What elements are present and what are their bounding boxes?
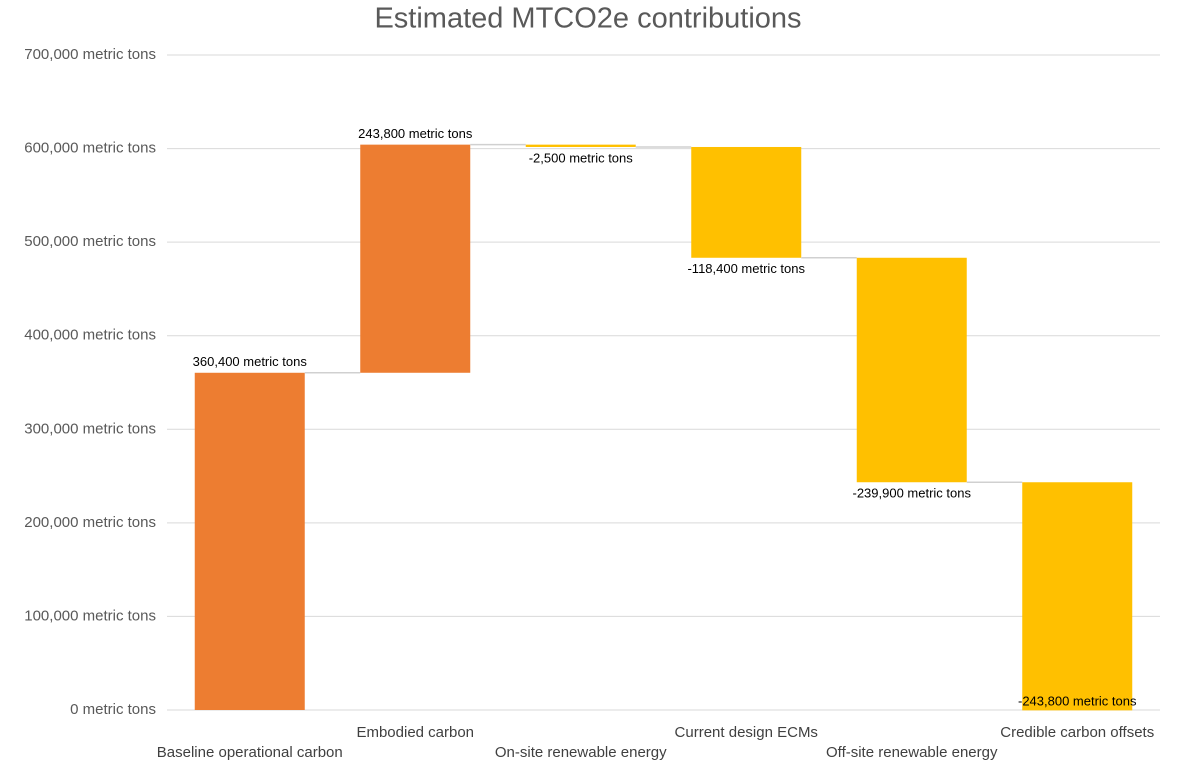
bar	[194, 372, 305, 710]
value-label: -243,800 metric tons	[1018, 693, 1137, 708]
y-tick-label: 200,000 metric tons	[24, 514, 156, 531]
y-tick-label: 300,000 metric tons	[24, 420, 156, 437]
value-label: 243,800 metric tons	[358, 126, 473, 141]
x-tick-label: Off-site renewable energy	[826, 744, 998, 761]
value-label: -2,500 metric tons	[529, 150, 634, 165]
bar	[525, 144, 636, 147]
x-tick-label: Embodied carbon	[356, 724, 474, 741]
value-label: -118,400 metric tons	[687, 261, 805, 276]
value-label: -239,900 metric tons	[852, 486, 971, 501]
x-tick-label: On-site renewable energy	[495, 744, 667, 761]
value-label: 360,400 metric tons	[193, 354, 308, 369]
x-tick-label: Current design ECMs	[675, 724, 818, 741]
x-tick-label: Credible carbon offsets	[1000, 724, 1154, 741]
chart-title: Estimated MTCO2e contributions	[374, 3, 801, 35]
bar	[360, 144, 471, 373]
y-tick-label: 0 metric tons	[70, 701, 156, 718]
y-tick-label: 100,000 metric tons	[24, 607, 156, 624]
y-tick-label: 600,000 metric tons	[24, 140, 156, 157]
y-tick-label: 500,000 metric tons	[24, 233, 156, 250]
bar	[691, 146, 802, 258]
y-tick-label: 700,000 metric tons	[24, 46, 156, 63]
bar	[856, 257, 967, 483]
y-tick-label: 400,000 metric tons	[24, 327, 156, 344]
bar	[1022, 482, 1133, 711]
x-tick-label: Baseline operational carbon	[157, 744, 343, 761]
